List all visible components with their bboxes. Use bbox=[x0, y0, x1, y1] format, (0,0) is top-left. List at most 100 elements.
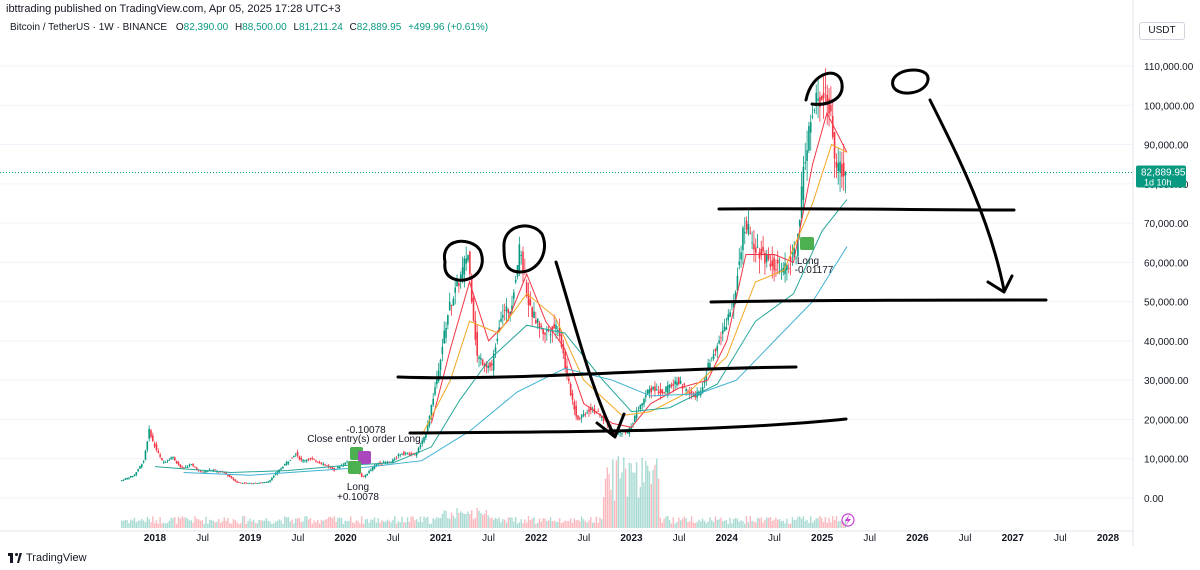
volume-bar bbox=[276, 520, 279, 528]
volume-bar bbox=[813, 520, 816, 528]
volume-bar bbox=[711, 520, 713, 528]
volume-bar bbox=[491, 517, 493, 528]
currency-button[interactable]: USDT bbox=[1139, 22, 1185, 40]
candle-body bbox=[793, 248, 796, 258]
candle-body bbox=[820, 95, 823, 101]
candle-body bbox=[448, 301, 451, 311]
volume-bar bbox=[663, 518, 665, 528]
volume-bar bbox=[762, 522, 764, 528]
candle-body bbox=[408, 453, 411, 456]
candle-body bbox=[399, 454, 402, 456]
x-tick-label: 2022 bbox=[525, 533, 548, 544]
volume-bar bbox=[324, 519, 326, 528]
candle-body bbox=[203, 471, 205, 473]
ink-drawings bbox=[396, 68, 1048, 439]
volume-bar bbox=[480, 513, 482, 528]
candle-body bbox=[195, 467, 198, 470]
volume-bar bbox=[586, 522, 588, 528]
candle-body bbox=[665, 386, 667, 392]
lightning-bolt bbox=[845, 515, 851, 525]
candle-body bbox=[331, 467, 334, 469]
volume-bar bbox=[329, 516, 332, 528]
candle-body bbox=[798, 219, 801, 226]
volume-bar bbox=[780, 521, 783, 528]
volume-bar bbox=[234, 520, 236, 528]
candle-body bbox=[760, 248, 763, 256]
volume-bar bbox=[492, 519, 495, 528]
volume-bar bbox=[361, 516, 363, 528]
volume-bar bbox=[533, 517, 535, 528]
candle-body bbox=[181, 466, 183, 468]
volume-bar bbox=[210, 520, 213, 528]
candle-body bbox=[239, 482, 242, 484]
volume-bar bbox=[597, 522, 599, 528]
volume-bar bbox=[679, 520, 682, 528]
trade-marker-exit bbox=[358, 451, 371, 464]
x-tick-label: 2028 bbox=[1097, 533, 1120, 544]
support-line-bottom bbox=[408, 417, 848, 435]
volume-bar bbox=[689, 521, 691, 528]
candles bbox=[120, 68, 847, 485]
symbol-legend: Bitcoin / TetherUS · 1W · BINANCE O82,39… bbox=[10, 22, 492, 33]
candle-body bbox=[263, 482, 266, 483]
candle-body bbox=[555, 324, 557, 330]
candle-body bbox=[527, 294, 530, 306]
volume-bar bbox=[815, 518, 817, 528]
volume-bar bbox=[186, 518, 189, 528]
candle-body bbox=[144, 450, 147, 460]
volume-bar bbox=[832, 516, 834, 528]
volume-bar bbox=[731, 523, 733, 528]
candle-body bbox=[679, 381, 682, 384]
volume-bar bbox=[700, 521, 702, 528]
volume-bar bbox=[381, 520, 383, 528]
volume-bar bbox=[588, 520, 590, 528]
volume-bar bbox=[582, 519, 585, 528]
volume-bar bbox=[650, 483, 652, 528]
volume-bar bbox=[769, 517, 772, 528]
price-tag-value: 82,889.95 bbox=[1141, 167, 1186, 178]
x-tick-label: Jul bbox=[673, 533, 686, 544]
volume-bar bbox=[394, 516, 396, 528]
volume-bar bbox=[315, 522, 317, 528]
volume-bar bbox=[595, 516, 598, 528]
volume-bar bbox=[573, 518, 576, 528]
volume-bar bbox=[558, 518, 561, 528]
volume-bar bbox=[744, 523, 746, 528]
candle-body bbox=[432, 398, 435, 405]
candle-body bbox=[403, 451, 405, 455]
candle-body bbox=[168, 459, 171, 461]
volume-bar bbox=[683, 516, 685, 528]
volume-bar bbox=[430, 523, 433, 528]
volume-bar bbox=[786, 518, 788, 528]
volume-bar bbox=[458, 513, 460, 528]
volume-bar bbox=[254, 522, 257, 528]
volume-bar bbox=[225, 520, 227, 528]
volume-bar bbox=[621, 472, 623, 528]
candle-body bbox=[458, 283, 460, 286]
candle-body bbox=[586, 412, 588, 414]
candle-body bbox=[806, 150, 808, 162]
candle-body bbox=[824, 87, 827, 89]
volume-bar bbox=[590, 517, 592, 528]
candle-body bbox=[305, 459, 308, 462]
circle-projection bbox=[891, 68, 930, 95]
candle-body bbox=[294, 454, 297, 456]
candle-body bbox=[703, 381, 706, 384]
volume-bar bbox=[256, 523, 258, 528]
candle-body bbox=[467, 254, 469, 261]
candle-body bbox=[503, 309, 506, 311]
candle-body bbox=[520, 255, 522, 256]
candle-body bbox=[120, 480, 123, 482]
volume-bar bbox=[201, 520, 203, 528]
x-tick-label: Jul bbox=[577, 533, 590, 544]
volume-bar bbox=[128, 523, 130, 528]
candle-body bbox=[644, 394, 647, 398]
volume-bar bbox=[258, 519, 260, 528]
volume-bar bbox=[262, 520, 264, 528]
trade-bottom-value: +0.10078 bbox=[337, 492, 379, 503]
candle-body bbox=[690, 391, 693, 394]
volume-bar bbox=[793, 519, 795, 528]
volume-bar bbox=[722, 521, 724, 528]
footer-brand: TradingView bbox=[26, 552, 87, 564]
